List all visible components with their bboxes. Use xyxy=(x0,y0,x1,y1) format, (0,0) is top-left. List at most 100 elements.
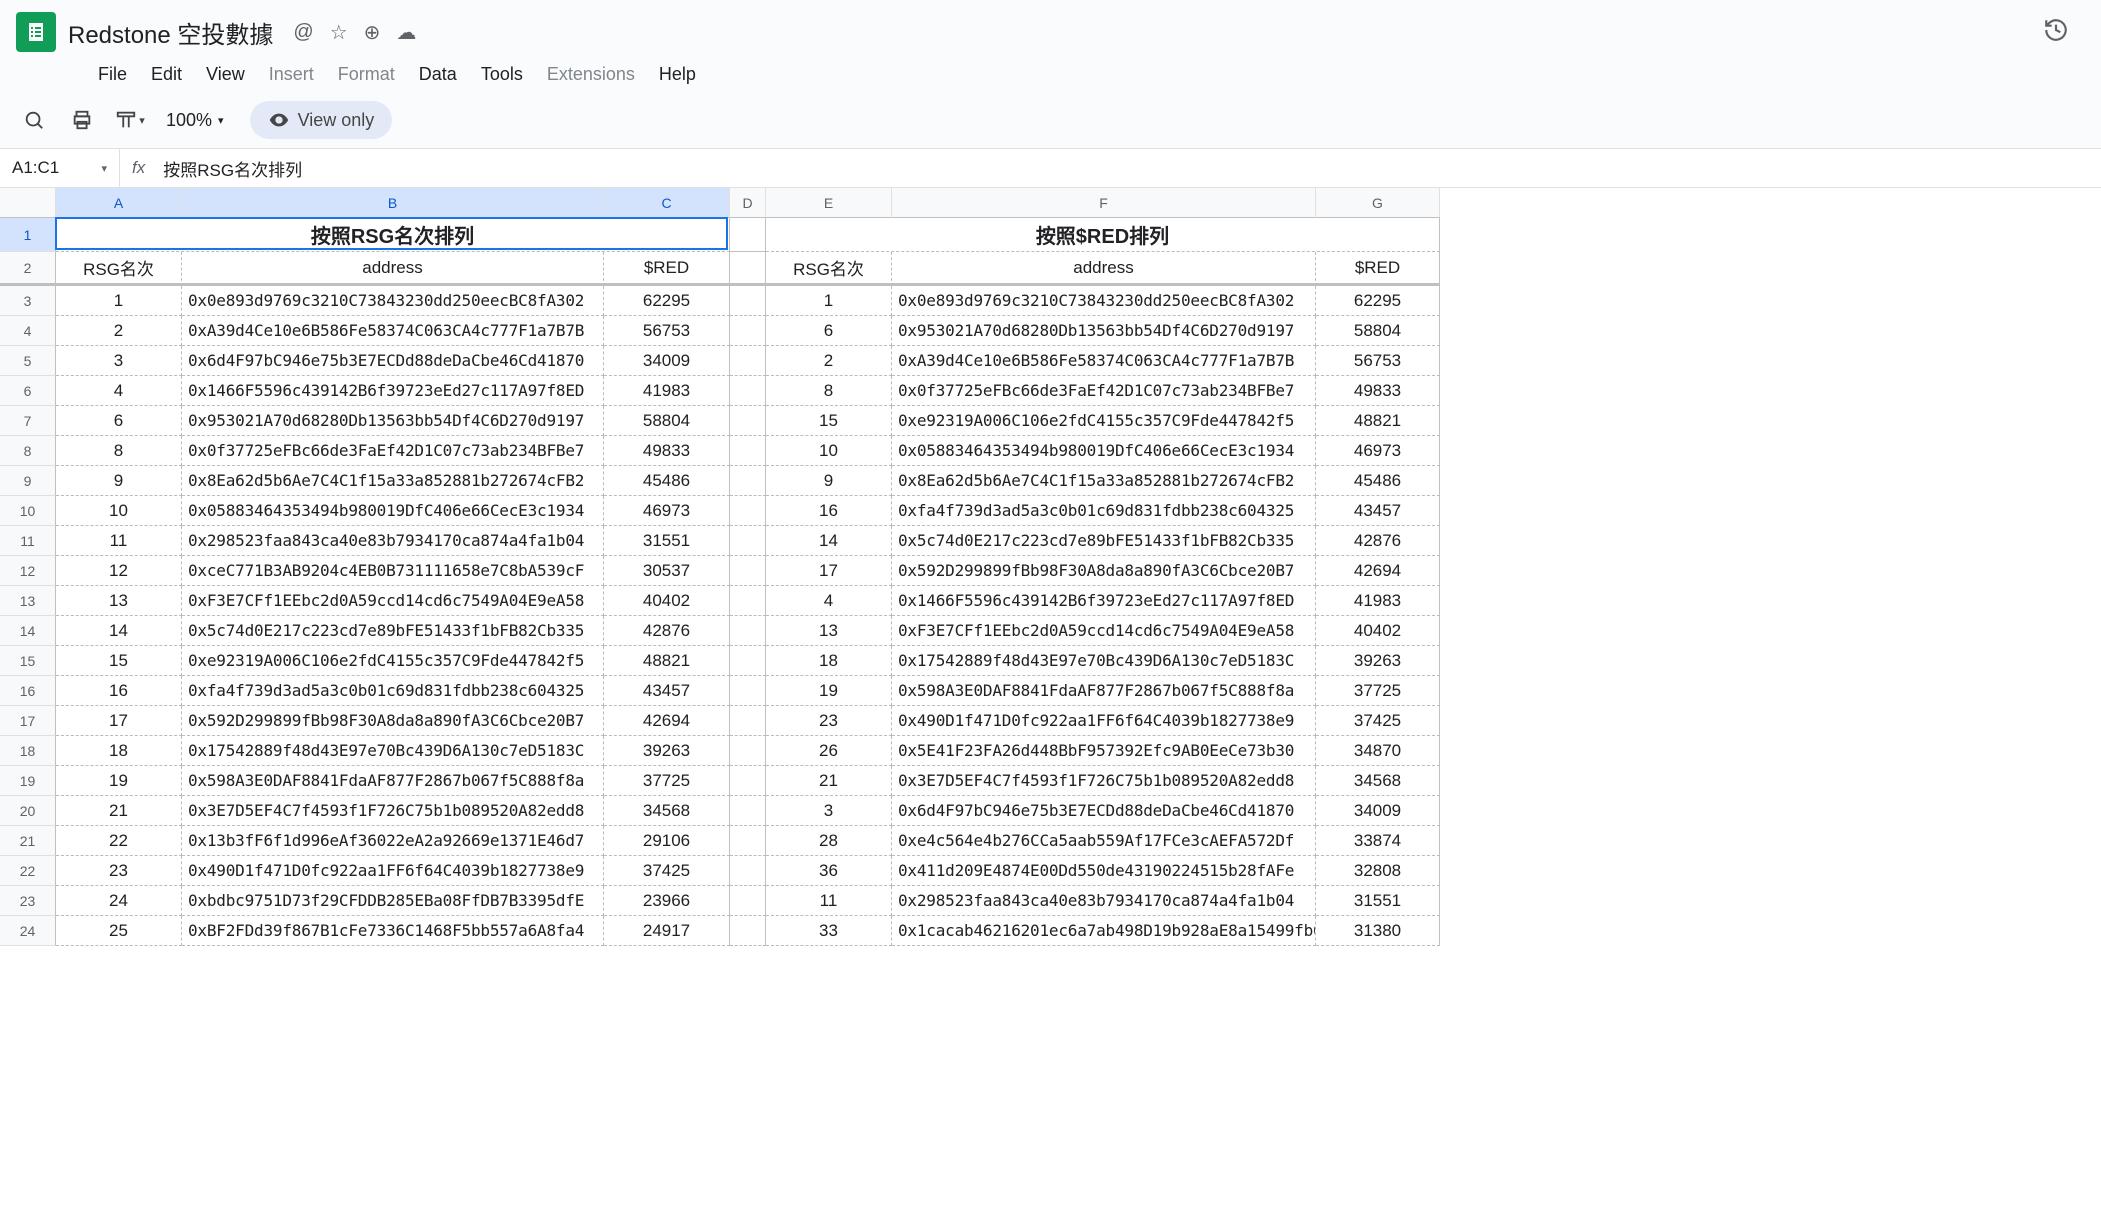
cell-c17[interactable]: 42694 xyxy=(604,706,730,736)
cell-f15[interactable]: 0x17542889f48d43E97e70Bc439D6A130c7eD518… xyxy=(892,646,1316,676)
cell-a13[interactable]: 13 xyxy=(56,586,182,616)
cell-a8[interactable]: 8 xyxy=(56,436,182,466)
cell-f22[interactable]: 0x411d209E4874E00Dd550de43190224515b28fA… xyxy=(892,856,1316,886)
cell-g15[interactable]: 39263 xyxy=(1316,646,1440,676)
cell-c6[interactable]: 41983 xyxy=(604,376,730,406)
cell-e19[interactable]: 21 xyxy=(766,766,892,796)
cell-e15[interactable]: 18 xyxy=(766,646,892,676)
cell-d8[interactable] xyxy=(730,436,766,466)
cell-b13[interactable]: 0xF3E7CFf1EEbc2d0A59ccd14cd6c7549A04E9eA… xyxy=(182,586,604,616)
col-header-F[interactable]: F xyxy=(892,188,1316,218)
cell-c9[interactable]: 45486 xyxy=(604,466,730,496)
cell-d16[interactable] xyxy=(730,676,766,706)
cell-d6[interactable] xyxy=(730,376,766,406)
cell-b19[interactable]: 0x598A3E0DAF8841FdaAF877F2867b067f5C888f… xyxy=(182,766,604,796)
cell-e21[interactable]: 28 xyxy=(766,826,892,856)
cell-d1[interactable] xyxy=(730,218,766,252)
row-header-20[interactable]: 20 xyxy=(0,796,56,826)
cell-e7[interactable]: 15 xyxy=(766,406,892,436)
cell-c4[interactable]: 56753 xyxy=(604,316,730,346)
cell-e8[interactable]: 10 xyxy=(766,436,892,466)
cell-e5[interactable]: 2 xyxy=(766,346,892,376)
cell-c12[interactable]: 30537 xyxy=(604,556,730,586)
cell-c11[interactable]: 31551 xyxy=(604,526,730,556)
cell-d17[interactable] xyxy=(730,706,766,736)
cloud-plus-icon[interactable]: ⊕ xyxy=(364,20,381,45)
cell-f23[interactable]: 0x298523faa843ca40e83b7934170ca874a4fa1b… xyxy=(892,886,1316,916)
row-header-21[interactable]: 21 xyxy=(0,826,56,856)
cell-d4[interactable] xyxy=(730,316,766,346)
cell-a23[interactable]: 24 xyxy=(56,886,182,916)
cell-d18[interactable] xyxy=(730,736,766,766)
cell-g13[interactable]: 41983 xyxy=(1316,586,1440,616)
cell-g14[interactable]: 40402 xyxy=(1316,616,1440,646)
cell-b17[interactable]: 0x592D299899fBb98F30A8da8a890fA3C6Cbce20… xyxy=(182,706,604,736)
cell-f8[interactable]: 0x05883464353494b980019DfC406e66CecE3c19… xyxy=(892,436,1316,466)
cell-d21[interactable] xyxy=(730,826,766,856)
cell-g8[interactable]: 46973 xyxy=(1316,436,1440,466)
cell-c20[interactable]: 34568 xyxy=(604,796,730,826)
row-header-9[interactable]: 9 xyxy=(0,466,56,496)
cell-a10[interactable]: 10 xyxy=(56,496,182,526)
zoom-select[interactable]: 100% ▾ xyxy=(160,106,230,135)
cell-c3[interactable]: 62295 xyxy=(604,286,730,316)
cell-f24[interactable]: 0x1cacab46216201ec6a7ab498D19b928aE8a154… xyxy=(892,916,1316,946)
cell-a24[interactable]: 25 xyxy=(56,916,182,946)
cell-e10[interactable]: 16 xyxy=(766,496,892,526)
col-header-B[interactable]: B xyxy=(182,188,604,218)
view-only-badge[interactable]: View only xyxy=(250,101,393,139)
formula-bar[interactable]: 按照RSG名次排列 xyxy=(157,156,302,181)
cell-g20[interactable]: 34009 xyxy=(1316,796,1440,826)
hdr-addr-right[interactable]: address xyxy=(892,252,1316,286)
cell-c24[interactable]: 24917 xyxy=(604,916,730,946)
cell-g24[interactable]: 31380 xyxy=(1316,916,1440,946)
cell-g3[interactable]: 62295 xyxy=(1316,286,1440,316)
star-icon[interactable]: ☆ xyxy=(330,20,348,45)
cell-b15[interactable]: 0xe92319A006C106e2fdC4155c357C9Fde447842… xyxy=(182,646,604,676)
cell-b12[interactable]: 0xceC771B3AB9204c4EB0B731111658e7C8bA539… xyxy=(182,556,604,586)
row-header-2[interactable]: 2 xyxy=(0,252,56,286)
filter-icon[interactable]: ▾ xyxy=(112,102,148,138)
cell-c16[interactable]: 43457 xyxy=(604,676,730,706)
hdr-addr-left[interactable]: address xyxy=(182,252,604,286)
cell-b4[interactable]: 0xA39d4Ce10e6B586Fe58374C063CA4c777F1a7B… xyxy=(182,316,604,346)
cell-b18[interactable]: 0x17542889f48d43E97e70Bc439D6A130c7eD518… xyxy=(182,736,604,766)
cell-f5[interactable]: 0xA39d4Ce10e6B586Fe58374C063CA4c777F1a7B… xyxy=(892,346,1316,376)
cell-g12[interactable]: 42694 xyxy=(1316,556,1440,586)
menu-tools[interactable]: Tools xyxy=(471,60,533,89)
cell-e14[interactable]: 13 xyxy=(766,616,892,646)
cell-g11[interactable]: 42876 xyxy=(1316,526,1440,556)
sheets-logo-icon[interactable] xyxy=(16,12,56,52)
cell-d12[interactable] xyxy=(730,556,766,586)
cell-g7[interactable]: 48821 xyxy=(1316,406,1440,436)
hdr-rsg-left[interactable]: RSG名次 xyxy=(56,252,182,286)
row-header-5[interactable]: 5 xyxy=(0,346,56,376)
row-header-22[interactable]: 22 xyxy=(0,856,56,886)
cell-d19[interactable] xyxy=(730,766,766,796)
cell-f19[interactable]: 0x3E7D5EF4C7f4593f1F726C75b1b089520A82ed… xyxy=(892,766,1316,796)
cell-e18[interactable]: 26 xyxy=(766,736,892,766)
cell-a7[interactable]: 6 xyxy=(56,406,182,436)
cell-e22[interactable]: 36 xyxy=(766,856,892,886)
cell-c7[interactable]: 58804 xyxy=(604,406,730,436)
menu-edit[interactable]: Edit xyxy=(141,60,192,89)
cell-f12[interactable]: 0x592D299899fBb98F30A8da8a890fA3C6Cbce20… xyxy=(892,556,1316,586)
cell-g10[interactable]: 43457 xyxy=(1316,496,1440,526)
cell-d5[interactable] xyxy=(730,346,766,376)
print-icon[interactable] xyxy=(64,102,100,138)
cell-c18[interactable]: 39263 xyxy=(604,736,730,766)
cell-b23[interactable]: 0xbdbc9751D73f29CFDDB285EBa08FfDB7B3395d… xyxy=(182,886,604,916)
merged-title-left[interactable]: 按照RSG名次排列 xyxy=(56,218,730,252)
cell-g5[interactable]: 56753 xyxy=(1316,346,1440,376)
cells-area[interactable]: 按照RSG名次排列按照$RED排列RSG名次address$REDRSG名次ad… xyxy=(56,218,1440,946)
row-header-1[interactable]: 1 xyxy=(0,218,56,252)
menu-help[interactable]: Help xyxy=(649,60,706,89)
cell-b6[interactable]: 0x1466F5596c439142B6f39723eEd27c117A97f8… xyxy=(182,376,604,406)
cell-a18[interactable]: 18 xyxy=(56,736,182,766)
cell-b14[interactable]: 0x5c74d0E217c223cd7e89bFE51433f1bFB82Cb3… xyxy=(182,616,604,646)
col-header-E[interactable]: E xyxy=(766,188,892,218)
cell-g6[interactable]: 49833 xyxy=(1316,376,1440,406)
cell-a20[interactable]: 21 xyxy=(56,796,182,826)
row-header-12[interactable]: 12 xyxy=(0,556,56,586)
spreadsheet-grid[interactable]: ABCDEFG 12345678910111213141516171819202… xyxy=(0,188,2101,946)
